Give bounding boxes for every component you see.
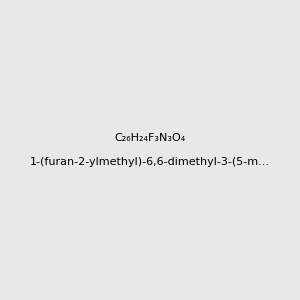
Text: C₂₆H₂₄F₃N₃O₄

1-(furan-2-ylmethyl)-6,6-dimethyl-3-(5-m...: C₂₆H₂₄F₃N₃O₄ 1-(furan-2-ylmethyl)-6,6-di… [30, 134, 270, 166]
